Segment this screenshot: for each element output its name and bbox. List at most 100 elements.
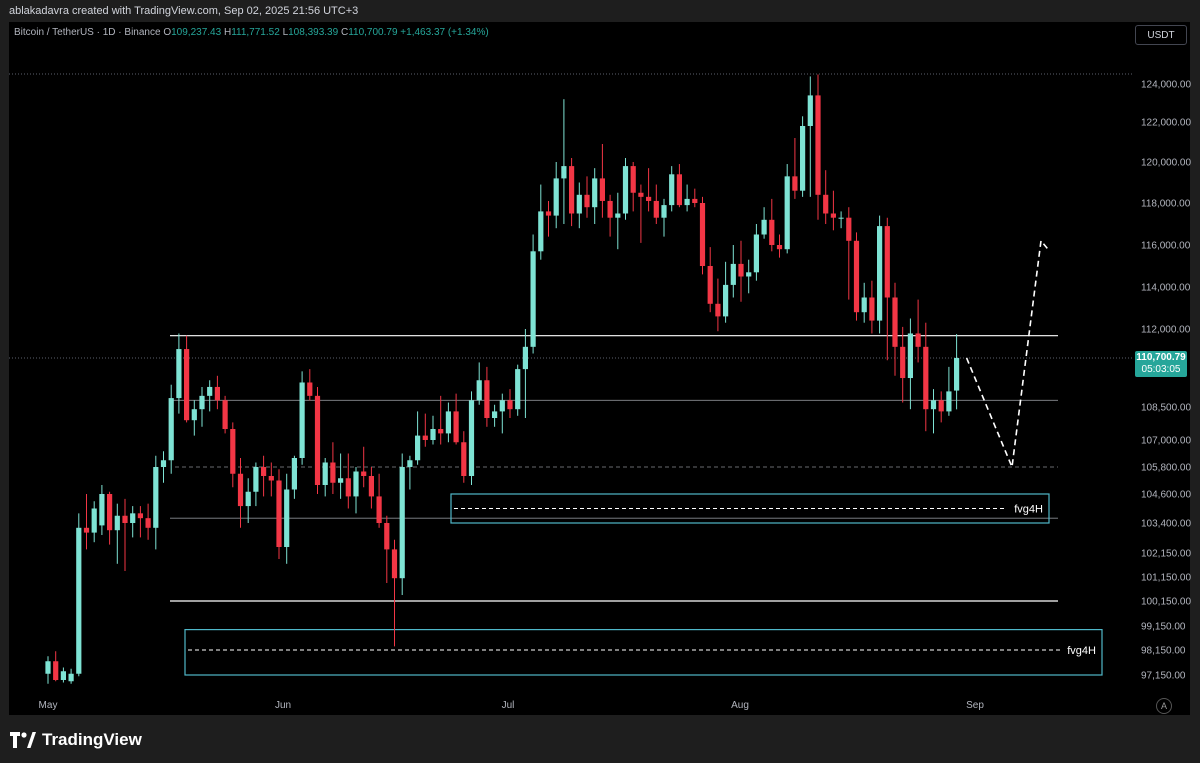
candle-body (199, 395, 205, 410)
price-axis-label: 120,000.00 (1141, 158, 1191, 169)
candle-body (830, 213, 836, 218)
candle-body (622, 166, 629, 214)
candle-body (176, 349, 182, 399)
candle-body (884, 226, 890, 298)
brand-name: TradingView (42, 730, 142, 749)
candle-body (299, 382, 305, 458)
candle-body (376, 496, 382, 523)
candle-body (753, 234, 759, 273)
candle-body (815, 95, 821, 195)
candle-body (553, 178, 559, 216)
candle-body (53, 661, 59, 680)
close-label: C (340, 27, 349, 38)
candle-body (669, 174, 675, 206)
candle-body (353, 471, 359, 497)
candle-body (153, 467, 159, 528)
candle-body (268, 476, 274, 481)
candle-body (322, 462, 328, 485)
candle-body (445, 411, 451, 434)
projection-path (965, 238, 1049, 471)
candle-body (68, 673, 74, 682)
candle-body (538, 211, 544, 252)
candle-body (522, 346, 528, 370)
candle-body (930, 400, 937, 410)
candle-body (800, 126, 806, 191)
candle-body (569, 166, 575, 214)
candle-body (399, 467, 405, 579)
chart-area[interactable] (9, 22, 1190, 715)
candle-body (638, 192, 644, 197)
fvg-zone (184, 628, 1103, 676)
candle-body (938, 400, 944, 412)
candle-body (707, 266, 713, 304)
candle-body (83, 527, 90, 533)
price-axis-label: 102,150.00 (1141, 549, 1191, 560)
time-axis-label: Jul (502, 700, 515, 711)
change-value: +1,463.37 (+1.34%) (400, 27, 489, 38)
fvg-zone (450, 493, 1050, 524)
candle-body (407, 460, 413, 467)
candle-body (746, 272, 752, 277)
candle-body (468, 400, 475, 476)
time-axis-label: Sep (966, 700, 984, 711)
fvg-label: fvg4H (1067, 645, 1096, 657)
candle-body (684, 198, 690, 206)
candle-body (391, 549, 398, 579)
candle-body (461, 442, 467, 476)
candle-body (761, 219, 767, 235)
price-axis-label: 118,000.00 (1141, 199, 1191, 210)
candle-body (284, 489, 290, 547)
candle-body (653, 200, 659, 218)
candle-body (99, 494, 105, 526)
fvg-label: fvg4H (1014, 504, 1043, 516)
price-axis-label: 105,800.00 (1141, 463, 1191, 474)
candle-body (907, 333, 913, 379)
candle-body (276, 480, 282, 547)
close-value: 110,700.79 (348, 27, 398, 38)
high-value: 111,771.52 (231, 27, 280, 38)
candle-body (615, 213, 621, 218)
price-axis-label: 99,150.00 (1141, 622, 1186, 633)
price-axis-label: 104,600.00 (1141, 490, 1191, 501)
candle-body (253, 467, 259, 492)
auto-scale-button[interactable]: A (1156, 698, 1172, 714)
candle-body (237, 473, 244, 507)
candle-body (807, 95, 813, 126)
candle-body (592, 178, 598, 208)
high-label: H (223, 27, 232, 38)
candle-body (114, 515, 120, 531)
tradingview-logo-icon (10, 732, 36, 748)
candle-body (923, 346, 929, 410)
candle-body (222, 400, 228, 429)
attribution-text: ablakadavra created with TradingView.com… (9, 5, 359, 17)
candle-body (630, 166, 636, 193)
candle-body (184, 349, 190, 421)
currency-button[interactable]: USDT (1135, 25, 1187, 45)
price-axis-label: 112,000.00 (1141, 325, 1191, 336)
candle-body (160, 460, 167, 467)
candle-body (676, 174, 682, 206)
candle-body (338, 478, 344, 483)
candle-body (861, 297, 867, 313)
candle-body (499, 400, 505, 412)
price-axis-label: 122,000.00 (1141, 118, 1191, 129)
candle-body (869, 297, 875, 321)
price-axis-label: 116,000.00 (1141, 241, 1191, 252)
candle-body (607, 200, 613, 218)
price-axis-label: 100,150.00 (1141, 597, 1191, 608)
candle-body (661, 205, 667, 218)
candle-body (368, 476, 374, 497)
candle-body (730, 263, 736, 285)
open-label: O (163, 27, 172, 38)
candle-body (261, 467, 267, 476)
candle-body (361, 471, 367, 476)
price-axis-label: 97,150.00 (1141, 671, 1186, 682)
candle-body (877, 226, 883, 321)
candle-body (384, 523, 390, 550)
candle-body (291, 458, 297, 490)
last-price: 110,700.79 (1136, 352, 1186, 363)
low-label: L (282, 27, 289, 38)
candle-body (576, 194, 582, 214)
candle-body (507, 400, 513, 410)
